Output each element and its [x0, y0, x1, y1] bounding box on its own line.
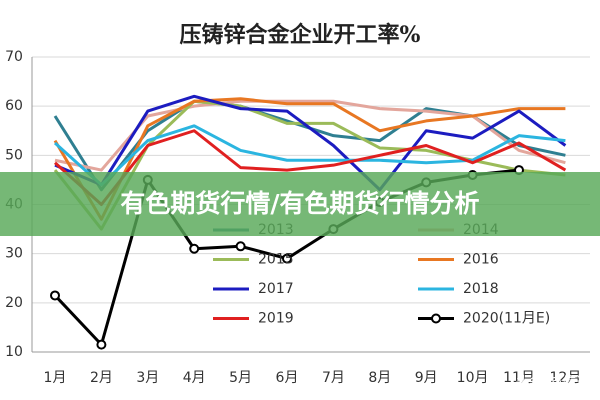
- plot-area: [50, 94, 567, 350]
- data-point: [96, 339, 107, 350]
- legend-label: 2018: [463, 281, 499, 297]
- chart-title: 压铸锌合金企业开工率%: [180, 22, 421, 48]
- x-tick-label: 9月: [415, 370, 438, 386]
- x-tick-label: 7月: [322, 370, 345, 386]
- y-tick-label: 60: [5, 98, 23, 114]
- banner-text: 有色期货行情/有色期货行情分析: [120, 189, 479, 218]
- watermark: 头条 @信达: [516, 374, 590, 391]
- legend-label: 2019: [258, 311, 294, 327]
- banner-background: [0, 172, 600, 236]
- legend-label: 2016: [463, 252, 499, 268]
- series-line: [53, 97, 566, 221]
- x-tick-label: 3月: [136, 370, 159, 386]
- y-tick-label: 70: [5, 49, 23, 65]
- y-tick-label: 10: [5, 344, 23, 360]
- x-tick-label: 8月: [368, 370, 391, 386]
- x-tick-label: 12月: [549, 370, 581, 386]
- data-point: [50, 290, 60, 301]
- data-point: [235, 241, 246, 252]
- y-tick-label: 30: [5, 246, 23, 262]
- x-tick-label: 5月: [229, 370, 252, 386]
- x-tick-label: 11月: [503, 370, 535, 386]
- series-line: [54, 94, 567, 192]
- series-line: [53, 99, 566, 231]
- x-tick-label: 4月: [183, 370, 206, 386]
- x-tick-label: 2月: [90, 370, 113, 386]
- y-tick-label: 20: [5, 295, 23, 311]
- legend-label: 2017: [258, 281, 294, 297]
- data-point: [189, 243, 200, 254]
- legend-label: 2020(11月E): [463, 311, 550, 327]
- x-tick-label: 10月: [457, 370, 489, 386]
- x-tick-label: 6月: [276, 370, 299, 386]
- data-point: [282, 253, 292, 264]
- legend-label: 2015: [258, 252, 294, 268]
- series-line: [53, 129, 567, 206]
- x-tick-label: 1月: [44, 370, 67, 386]
- series-line: [53, 124, 566, 187]
- y-tick-label: 50: [5, 147, 23, 163]
- legend-marker: [431, 313, 441, 324]
